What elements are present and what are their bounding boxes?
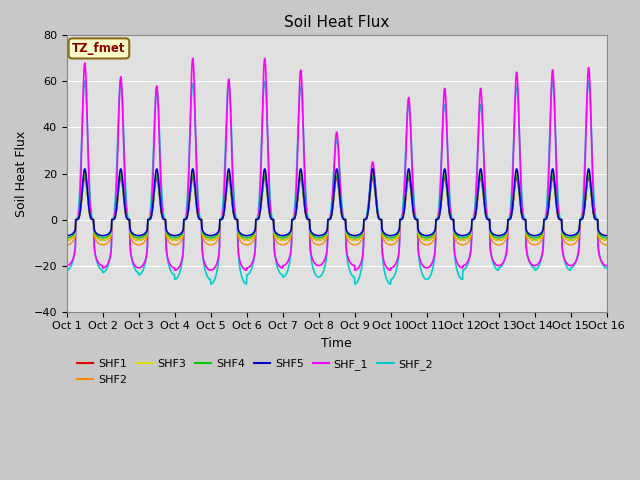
SHF4	[492, 234, 499, 240]
Line: SHF2: SHF2	[67, 171, 607, 245]
Line: SHF3: SHF3	[67, 173, 607, 240]
Title: Soil Heat Flux: Soil Heat Flux	[284, 15, 389, 30]
Text: TZ_fmet: TZ_fmet	[72, 42, 125, 55]
SHF2	[81, 168, 88, 174]
SHF4	[184, 214, 191, 220]
SHF3	[244, 237, 252, 243]
SHF4	[81, 173, 88, 179]
SHF1	[81, 175, 88, 181]
SHF2	[63, 242, 70, 248]
SHF3	[81, 170, 88, 176]
SHF5	[539, 228, 547, 233]
SHF2	[421, 242, 429, 248]
X-axis label: Time: Time	[321, 337, 352, 350]
SHF4	[539, 229, 547, 235]
SHF_2	[421, 276, 429, 282]
SHF5	[184, 214, 191, 219]
SHF5	[81, 166, 88, 172]
SHF2	[492, 241, 499, 247]
SHF_2	[207, 281, 214, 287]
Line: SHF_2: SHF_2	[67, 82, 607, 284]
SHF_1	[63, 263, 70, 268]
Y-axis label: Soil Heat Flux: Soil Heat Flux	[15, 131, 28, 216]
SHF3	[539, 230, 547, 236]
SHF_2	[81, 79, 88, 84]
SHF2	[539, 234, 547, 240]
SHF3	[63, 238, 70, 243]
Legend: SHF1, SHF2, SHF3, SHF4, SHF5, SHF_1, SHF_2: SHF1, SHF2, SHF3, SHF4, SHF5, SHF_1, SHF…	[72, 355, 437, 389]
SHF2	[184, 214, 191, 219]
SHF1	[184, 214, 191, 220]
SHF5	[63, 233, 70, 239]
SHF_1	[492, 262, 499, 267]
SHF2	[603, 242, 611, 248]
SHF1	[63, 238, 70, 243]
SHF_1	[184, 207, 191, 213]
SHF_1	[540, 244, 547, 250]
SHF4	[421, 235, 429, 240]
SHF_1	[171, 267, 179, 273]
SHF_2	[603, 265, 611, 271]
SHF4	[244, 235, 252, 241]
SHF_1	[244, 265, 252, 271]
SHF3	[421, 237, 429, 243]
SHF_1	[189, 56, 196, 61]
SHF_2	[184, 198, 191, 204]
SHF_2	[170, 272, 178, 277]
SHF1	[603, 238, 611, 243]
SHF5	[244, 233, 252, 239]
SHF1	[421, 237, 429, 243]
SHF5	[421, 233, 429, 239]
SHF1	[244, 237, 252, 243]
SHF_1	[421, 264, 429, 270]
SHF_2	[63, 267, 70, 273]
SHF_1	[170, 265, 177, 271]
SHF5	[603, 233, 611, 239]
SHF5	[170, 233, 178, 239]
SHF_1	[603, 263, 611, 268]
SHF2	[170, 242, 178, 248]
SHF_2	[244, 272, 252, 277]
SHF2	[244, 242, 252, 248]
Line: SHF_1: SHF_1	[67, 59, 607, 270]
SHF3	[170, 238, 178, 243]
Line: SHF5: SHF5	[67, 169, 607, 236]
SHF3	[184, 214, 191, 220]
SHF_2	[492, 265, 499, 271]
Line: SHF1: SHF1	[67, 178, 607, 240]
SHF1	[492, 237, 499, 242]
Line: SHF4: SHF4	[67, 176, 607, 238]
SHF3	[603, 238, 611, 243]
SHF4	[603, 235, 611, 241]
SHF1	[539, 230, 547, 236]
SHF_2	[540, 240, 547, 246]
SHF5	[492, 232, 499, 238]
SHF1	[170, 238, 178, 243]
SHF3	[492, 237, 499, 242]
SHF4	[63, 235, 70, 241]
SHF4	[170, 235, 178, 241]
